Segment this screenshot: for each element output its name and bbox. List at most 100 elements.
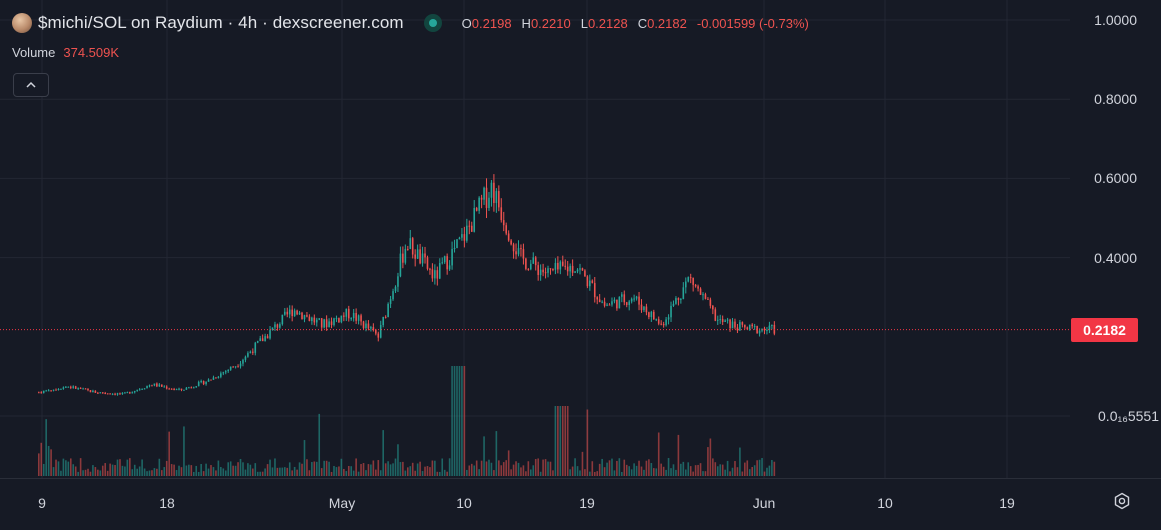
- volume-bar: [694, 465, 697, 476]
- candle-body: [493, 182, 495, 204]
- candle-body: [266, 336, 269, 339]
- candle-body: [483, 187, 485, 200]
- volume-bar: [621, 471, 623, 476]
- candle-body: [653, 311, 655, 320]
- candle-body: [571, 265, 574, 273]
- volume-bar: [242, 462, 244, 476]
- volume-bar: [288, 462, 291, 476]
- candle-body: [261, 338, 264, 342]
- volume-bar: [121, 465, 124, 476]
- collapse-legend-button[interactable]: [13, 73, 49, 97]
- price-axis-label: 0.6000: [1094, 170, 1137, 187]
- candle-body: [259, 338, 261, 342]
- price-change: -0.001599 (-0.73%): [696, 15, 809, 31]
- candle-body: [611, 301, 613, 305]
- candle-body: [613, 299, 616, 302]
- volume-bar: [404, 470, 407, 476]
- candle-body: [591, 280, 594, 284]
- volume-bar: [256, 471, 259, 476]
- candle-body: [92, 390, 94, 393]
- chart-area[interactable]: $michi/SOL on Raydium · 4h · dexscreener…: [0, 0, 1070, 478]
- volume-bar: [677, 434, 680, 476]
- volume-bar: [606, 462, 608, 476]
- candle-body: [254, 342, 257, 353]
- volume-bar: [564, 406, 567, 476]
- candle-body: [370, 327, 372, 329]
- volume-bar: [411, 462, 414, 476]
- volume-bar: [593, 471, 596, 476]
- candle-body: [697, 286, 699, 289]
- volume-bar: [660, 463, 662, 476]
- candle-body: [768, 325, 771, 330]
- volume-bar: [579, 470, 581, 476]
- candle-body: [675, 298, 677, 304]
- candle-body: [712, 305, 714, 310]
- candle-body: [544, 272, 547, 274]
- candle-body: [161, 384, 163, 387]
- chart-plot[interactable]: [0, 0, 1070, 478]
- volume-bar: [741, 471, 744, 476]
- volume-bar: [320, 468, 323, 476]
- candle-body: [724, 320, 726, 322]
- candle-body: [347, 308, 350, 319]
- candle-body: [660, 323, 662, 325]
- candle-body: [699, 288, 702, 295]
- candle-body: [271, 327, 274, 331]
- price-axis-label: 1.0000: [1094, 12, 1137, 28]
- volume-bar: [114, 465, 116, 476]
- candle-body: [399, 253, 402, 277]
- volume-bar: [84, 469, 87, 476]
- volume-bar: [446, 471, 448, 476]
- candle-body: [109, 393, 111, 395]
- volume-bar: [347, 465, 350, 476]
- candle-body: [220, 373, 222, 377]
- volume-bar: [581, 451, 584, 476]
- volume-bar: [537, 458, 539, 476]
- volume-bar: [500, 465, 503, 476]
- candle-body: [559, 261, 562, 270]
- candle-body: [291, 309, 293, 317]
- volume-bar: [72, 464, 75, 476]
- time-axis[interactable]: 9 18 May 10 19 Jun 10 19: [0, 478, 1161, 530]
- volume-bar: [38, 453, 40, 476]
- candle-body: [716, 319, 719, 321]
- candle-body: [527, 268, 530, 270]
- volume-bar: [392, 463, 394, 476]
- candle-body: [731, 321, 734, 329]
- candle-body: [684, 281, 687, 288]
- candle-body: [306, 315, 308, 317]
- price-axis[interactable]: 1.0000 0.8000 0.6000 0.4000 0.0₁₆5551 0.2182: [1070, 0, 1161, 478]
- candle-body: [409, 238, 412, 250]
- volume-bar: [571, 466, 574, 476]
- candle-body: [672, 303, 675, 306]
- chart-settings-button[interactable]: [1112, 491, 1132, 511]
- volume-bar: [161, 470, 163, 476]
- candle-body: [158, 384, 161, 387]
- candle-body: [662, 323, 665, 326]
- volume-bar: [712, 458, 714, 476]
- candle-body: [195, 386, 198, 388]
- volume-bar: [234, 465, 237, 476]
- volume-bar: [281, 467, 284, 476]
- volume-bar: [704, 471, 707, 476]
- volume-bar: [40, 442, 43, 476]
- candle-body: [131, 392, 134, 394]
- volume-bar: [438, 471, 441, 476]
- candle-body: [328, 321, 330, 328]
- volume-bar: [399, 462, 402, 476]
- volume-bar: [419, 461, 421, 476]
- candle-body: [453, 248, 456, 250]
- chart-legend: $michi/SOL on Raydium · 4h · dexscreener…: [12, 12, 809, 34]
- candle-body: [94, 390, 97, 393]
- candle-body: [227, 369, 230, 372]
- volume-bar: [716, 466, 719, 476]
- volume-bar: [414, 470, 416, 476]
- volume-bar: [261, 471, 264, 476]
- ohlc-open: O0.2198: [461, 15, 512, 31]
- candle-body: [601, 301, 603, 303]
- candle-body: [247, 353, 249, 357]
- volume-bar: [224, 470, 227, 476]
- candle-body: [630, 298, 633, 302]
- candle-body: [665, 319, 667, 326]
- volume-bar: [655, 468, 658, 476]
